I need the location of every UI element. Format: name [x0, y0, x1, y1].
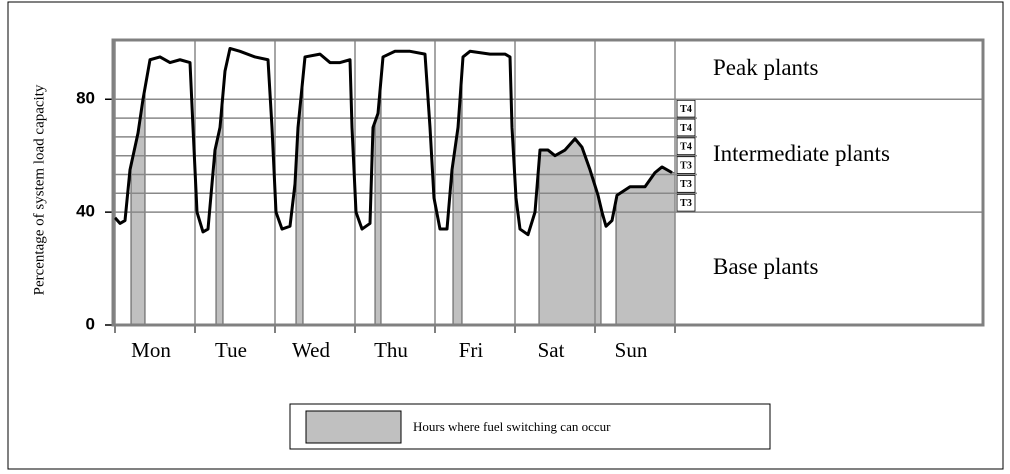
tier-label: T3	[680, 198, 692, 209]
tier-box	[676, 175, 696, 193]
x-tick-label: Sun	[615, 338, 648, 362]
plot-border	[111, 38, 985, 327]
legend-swatch	[305, 410, 402, 444]
y-tick-label: 40	[76, 202, 95, 221]
tier-box	[676, 193, 696, 212]
legend-label: Hours where fuel switching can occur	[413, 419, 611, 434]
x-tick-label: Sat	[538, 338, 565, 362]
x-tick-label: Tue	[215, 338, 247, 362]
y-axis-title: Percentage of system load capacity	[31, 84, 47, 295]
tier-label: T3	[680, 179, 692, 190]
tier-label: T4	[680, 123, 692, 134]
x-tick-label: Mon	[131, 338, 171, 362]
load-curve	[113, 46, 673, 237]
tier-label: T4	[680, 142, 692, 153]
tier-box	[676, 99, 696, 118]
x-tick-label: Thu	[374, 338, 408, 362]
region-label: Base plants	[713, 254, 818, 279]
tier-label: T4	[680, 104, 692, 115]
region-label: Peak plants	[713, 55, 818, 80]
y-tick-label: 80	[76, 89, 95, 108]
frame	[7, 1, 1004, 470]
region-label: Intermediate plants	[713, 141, 890, 166]
tier-box	[676, 156, 696, 174]
x-tick-label: Wed	[292, 338, 330, 362]
tier-box	[676, 137, 696, 156]
x-tick-label: Fri	[459, 338, 484, 362]
y-tick-label: 0	[86, 314, 95, 333]
tier-label: T3	[680, 160, 692, 171]
tier-box	[676, 118, 696, 137]
